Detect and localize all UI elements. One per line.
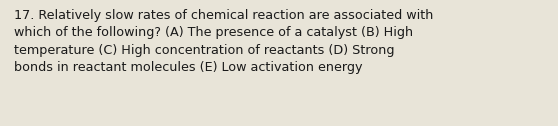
Text: 17. Relatively slow rates of chemical reaction are associated with
which of the : 17. Relatively slow rates of chemical re…: [14, 9, 434, 74]
